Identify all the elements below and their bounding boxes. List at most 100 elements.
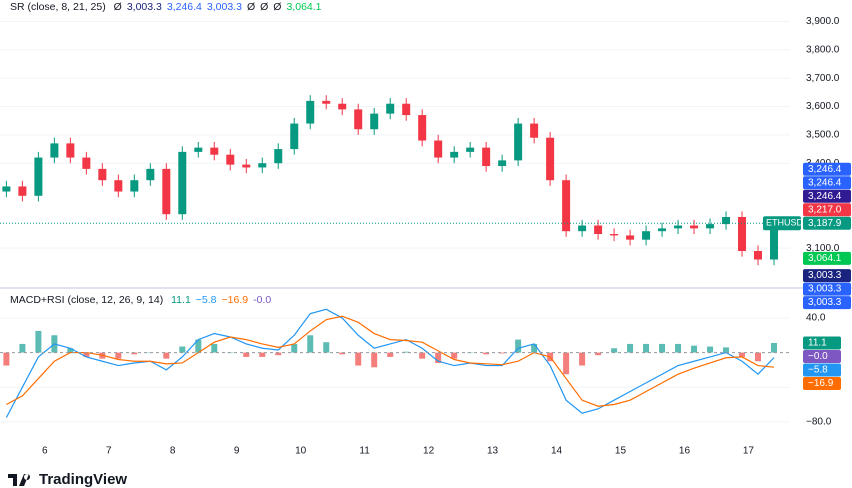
y-tick-label: −80.0: [806, 416, 832, 427]
histogram-bar: [739, 352, 746, 357]
histogram-bar: [707, 346, 714, 353]
histogram-bar: [371, 352, 378, 368]
candle-body: [322, 100, 331, 104]
histogram-bar: [595, 352, 602, 356]
histogram-bar: [579, 352, 586, 366]
histogram-bar: [195, 339, 202, 353]
candle-body: [354, 109, 363, 130]
histogram-bar: [723, 347, 730, 353]
candle-body: [626, 235, 635, 240]
histogram-bar: [275, 352, 282, 356]
candle-body: [546, 137, 555, 181]
candle-body: [34, 157, 43, 196]
legend-value: Ø: [246, 1, 256, 13]
indicator-title: SR (close, 8, 21, 25): [10, 1, 106, 13]
legend-value: −16.9: [221, 294, 249, 306]
x-tick-label: 16: [679, 446, 691, 457]
value-label: −0.0: [808, 351, 828, 362]
price-label: 3,246.4: [808, 164, 842, 175]
price-label: 3,003.3: [808, 297, 842, 308]
candle-body: [370, 113, 379, 130]
candle-body: [578, 225, 587, 232]
candle-body: [258, 163, 267, 168]
histogram-bar: [627, 343, 634, 353]
candle-body: [706, 224, 715, 229]
candle-body: [434, 140, 443, 158]
y-tick-label: 40.0: [806, 313, 826, 324]
x-tick-label: 10: [295, 446, 307, 457]
price-label: 3,187.9: [808, 218, 842, 229]
x-tick-label: 6: [42, 446, 48, 457]
price-label-bg: [803, 189, 851, 203]
candle-body: [274, 149, 283, 164]
histogram-bar: [243, 352, 250, 357]
candle-body: [738, 217, 747, 252]
histogram-bar: [131, 352, 138, 355]
value-label: −16.9: [808, 378, 834, 389]
candle-body: [642, 231, 651, 240]
candle-body: [770, 223, 779, 260]
candle-body: [194, 147, 203, 152]
histogram-bar: [451, 352, 458, 359]
indicator-title: MACD+RSI (close, 12, 26, 9, 14): [10, 294, 164, 306]
y-tick-label: 3,900.0: [806, 16, 840, 27]
candle-body: [530, 123, 539, 138]
candle-body: [178, 151, 187, 215]
histogram-bar: [483, 352, 490, 355]
histogram-bar: [387, 352, 394, 357]
candle-body: [450, 151, 459, 158]
y-tick-label: 3,800.0: [806, 45, 840, 56]
price-label: 3,003.3: [808, 284, 842, 295]
histogram-bar: [339, 352, 346, 355]
x-tick-label: 12: [423, 446, 435, 457]
legend-value: Ø: [260, 1, 269, 13]
candle-body: [2, 186, 11, 192]
value-label-bg: [803, 363, 841, 377]
x-tick-label: 13: [487, 446, 499, 457]
candle-body: [82, 157, 91, 169]
y-tick-label: 3,700.0: [806, 73, 840, 84]
price-label: 3,246.4: [808, 177, 842, 188]
candle-body: [290, 123, 299, 150]
candle-body: [162, 168, 171, 215]
histogram-bar: [163, 352, 170, 359]
candle-body: [210, 147, 219, 155]
price-label: 3,064.1: [808, 253, 842, 264]
symbol-label: ETHUSD: [766, 218, 804, 228]
x-tick-label: 7: [106, 446, 112, 457]
x-tick-label: 11: [359, 446, 370, 457]
candle-body: [98, 168, 107, 181]
candle-body: [50, 143, 59, 158]
footer[interactable]: TradingView: [8, 471, 127, 488]
chart: 3,900.03,800.03,700.03,600.03,500.03,400…: [0, 16, 852, 457]
price-label: 3,246.4: [808, 191, 842, 202]
legend-value: Ø: [273, 1, 282, 13]
candle-body: [402, 103, 411, 116]
macd-line: [6, 315, 775, 407]
histogram-bar: [323, 342, 330, 353]
histogram-bar: [83, 352, 90, 357]
price-label-bg: [803, 162, 851, 176]
value-label: −5.8: [808, 365, 828, 376]
y-tick-label: 3,100.0: [806, 243, 840, 254]
histogram-bar: [771, 342, 778, 353]
candle-body: [130, 180, 139, 192]
candle-body: [242, 164, 251, 168]
macd-line: [5, 308, 775, 418]
candle-body: [66, 143, 75, 158]
histogram-bar: [179, 346, 186, 353]
price-label-bg: [803, 251, 851, 265]
histogram-bar: [291, 343, 298, 353]
price-legend: SR (close, 8, 21, 25) Ø 3,003.3 3,246.4 3,0…: [10, 1, 327, 13]
price-label-bg: [803, 176, 851, 190]
histogram-bar: [19, 343, 26, 353]
y-tick-label: 3,500.0: [806, 130, 840, 141]
histogram-bar: [67, 348, 74, 353]
legend-value: 11.1: [171, 294, 191, 306]
candle-body: [306, 100, 315, 124]
candle-body: [466, 147, 475, 152]
candle-body: [754, 251, 763, 260]
price-label-bg: [803, 216, 851, 230]
candle-body: [338, 103, 347, 110]
